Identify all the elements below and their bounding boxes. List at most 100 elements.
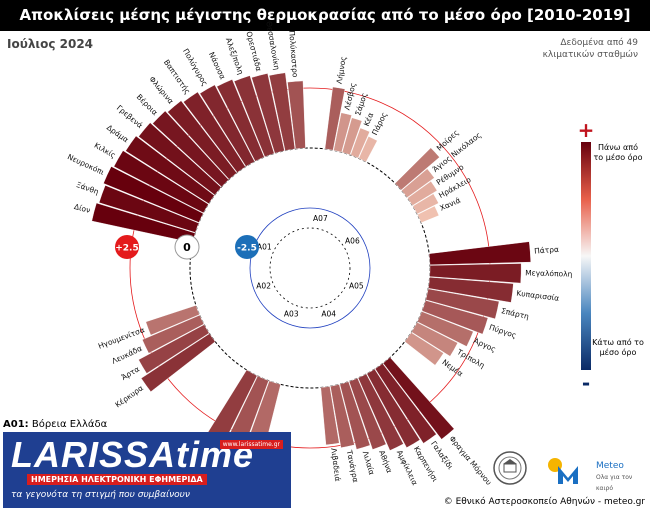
bar-a07-2: [341, 117, 363, 156]
bar-a01-5: [138, 122, 222, 196]
bar-a01-14: [287, 80, 306, 150]
scale-zero-label: 0: [183, 241, 191, 254]
station-label: Αλεξ/πολη: [224, 36, 246, 76]
bar-a05-2: [428, 276, 514, 303]
bar-a06-4: [417, 205, 440, 224]
bar-a07-1: [333, 112, 352, 153]
station-label: Δράμα: [105, 123, 130, 144]
bar-a02-0: [140, 333, 216, 392]
legend-colorbar: [581, 142, 591, 370]
station-label: Κέρκυρα: [113, 383, 144, 409]
region-label-a03: A03: [284, 309, 299, 318]
station-label: Κυπαρισσία: [516, 289, 560, 303]
meteo-logo-icon: [548, 458, 578, 484]
bar-a01-6: [152, 110, 229, 188]
region-label-a04: A04: [321, 309, 336, 318]
region-footnote: A01: Βόρεια Ελλάδα: [3, 419, 107, 430]
bar-a07-0: [324, 86, 346, 151]
bar-a04-4: [348, 377, 387, 450]
bar-a01-4: [125, 135, 215, 204]
bar-a02-1: [138, 324, 210, 374]
footnote-code: A01:: [3, 419, 29, 430]
meteo-sub: Ολα για τον καιρό: [596, 474, 633, 492]
bar-a02-2: [142, 314, 205, 354]
station-label: Γρεβενά: [115, 103, 145, 130]
station-label: Βέροια: [135, 92, 160, 117]
copyright-text: © Εθνικό Αστεροσκοπείο Αθηνών - meteo.gr: [443, 497, 645, 507]
station-label: Άρτα: [120, 364, 141, 382]
bars-group: [91, 72, 531, 451]
scale-markers: +2.5 0 -2.5: [115, 234, 259, 260]
region-label-a05: A05: [349, 282, 364, 291]
footnote-text: Βόρεια Ελλάδα: [28, 419, 108, 430]
bar-a04-1: [374, 363, 437, 444]
station-label: Μεγαλόπολη: [525, 268, 573, 278]
scale-plus-label: +2.5: [115, 244, 138, 254]
station-label: Φραγμα Μόρνου: [447, 434, 493, 487]
bar-a01-13: [268, 72, 296, 151]
bar-a04-3: [357, 373, 404, 451]
station-label: Δίον: [73, 202, 91, 215]
legend-plus-sign: +: [578, 118, 595, 142]
station-label: Φλώρινα: [147, 75, 175, 106]
bar-a05-4: [421, 300, 489, 335]
color-legend: + -: [578, 118, 595, 395]
larissatime-banner[interactable]: LARISSAtime www.larissatime.gr ΗΜΕΡΗΣΙΑ …: [3, 432, 291, 508]
station-label: Λιβαδειά: [329, 447, 342, 481]
bar-a01-8: [183, 91, 246, 173]
legend-above-label: Πάνω από το μέσο όρο: [593, 143, 643, 162]
bar-a07-4: [358, 136, 378, 163]
ring-minus-2-5: [249, 207, 371, 329]
bar-a06-1: [401, 168, 435, 198]
ring-zero: [189, 147, 431, 389]
bar-a01-1: [98, 185, 199, 233]
bar-a06-0: [394, 147, 440, 191]
region-labels-group: A01 A02 A03 A04 A05 A06 A07: [256, 214, 364, 318]
legend-minus-sign: -: [582, 371, 590, 395]
station-label: Πύργος: [488, 323, 518, 340]
bar-a04-2: [366, 368, 421, 448]
bar-a01-2: [103, 166, 204, 223]
scale-minus-marker: [235, 235, 259, 259]
legend-below-label: Κάτω από το μέσο όρο: [592, 338, 644, 357]
bar-a01-11: [233, 75, 275, 158]
bar-a05-5: [417, 311, 474, 347]
meteo-label: Meteo Ολα για τον καιρό: [596, 461, 650, 494]
station-label: Κιλκίς: [93, 141, 118, 160]
bar-a05-0: [428, 241, 531, 266]
station-label: Αθήνα: [377, 449, 394, 474]
bar-a05-6: [411, 322, 458, 357]
bar-a04-0: [382, 357, 455, 440]
station-label: Λήμνος: [335, 56, 348, 85]
source-note: Δεδομένα από 49 κλιματικών σταθμών: [542, 38, 638, 60]
station-label: Ορεστιάδα: [244, 30, 263, 72]
bar-a04-5: [339, 381, 371, 450]
observatory-seal-icon: [493, 451, 527, 485]
chart-title: Αποκλίσεις μέσης μέγιστης θερμοκρασίας α…: [0, 0, 650, 31]
ring-inner: [269, 227, 351, 309]
scale-minus-label: -2.5: [237, 244, 257, 254]
bar-a01-10: [216, 79, 265, 162]
bar-a02-3: [145, 305, 200, 336]
bar-a06-2: [407, 180, 438, 206]
station-label: Πολύκαστρο: [287, 30, 300, 78]
meteo-name: Meteo: [596, 461, 624, 471]
region-label-a02: A02: [256, 282, 271, 291]
region-label-a06: A06: [345, 237, 360, 246]
region-label-a07: A07: [313, 214, 328, 223]
station-label: Λιλαία: [361, 450, 377, 476]
station-label: Τανάγρα: [345, 448, 361, 483]
banner-url: www.larissatime.gr: [219, 440, 283, 449]
bar-a05-3: [425, 288, 500, 320]
station-label: Νεμέα: [440, 358, 464, 379]
station-label: Άργος: [472, 336, 497, 354]
period-label: Ιούλιος 2024: [7, 37, 94, 51]
bar-a07-3: [350, 127, 370, 159]
scale-zero-marker: [174, 234, 200, 260]
bar-a01-12: [251, 73, 285, 154]
bar-a04-6: [330, 384, 355, 448]
bar-a01-7: [167, 100, 238, 180]
station-label: Σπάρτη: [500, 306, 530, 321]
bar-a01-3: [113, 150, 209, 214]
